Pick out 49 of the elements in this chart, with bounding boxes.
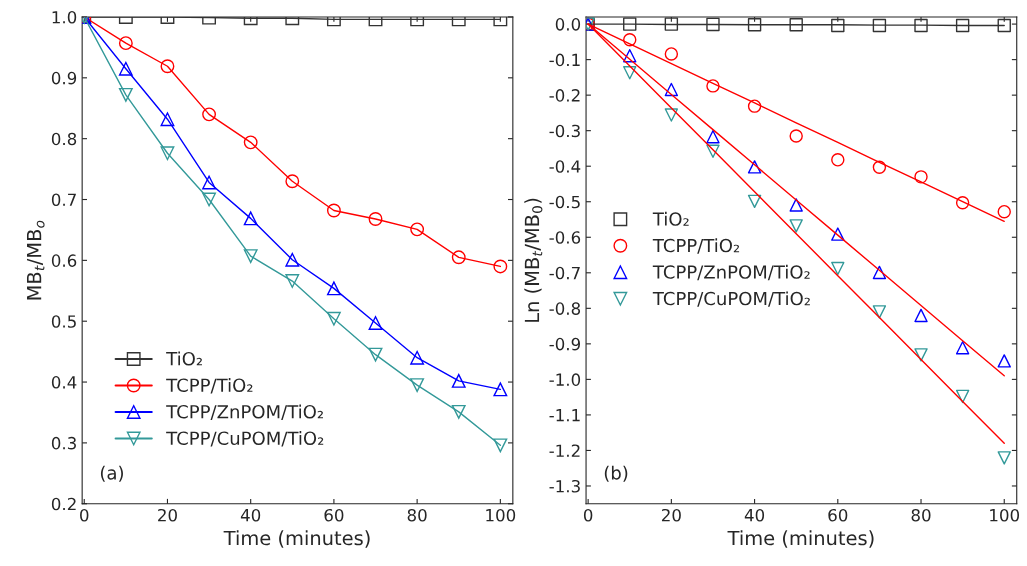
y-tick-label: -1.1	[549, 409, 580, 422]
y-tick-label: -1.3	[549, 479, 580, 493]
y-tick-label: 0.6	[51, 254, 77, 267]
x-tick-label: 0	[583, 508, 593, 522]
annotation: (b)	[604, 465, 628, 482]
y-tick-label: -1.2	[549, 444, 580, 457]
y-tick-label: -0.7	[549, 266, 580, 280]
y-tick-label: 0.7	[51, 193, 76, 207]
legend-label: TCPP/ZnPOM/TiO₂	[166, 404, 323, 420]
y-tick-label: 0.2	[51, 497, 76, 511]
y-tick-label: 1.0	[52, 10, 77, 24]
y-tick-label: -1.0	[549, 373, 581, 386]
y-tick-label: 0.4	[51, 376, 77, 389]
x-tick-label: 0	[80, 508, 89, 522]
x-tick-label: 20	[158, 508, 177, 522]
legend-label: TiO₂	[166, 351, 202, 366]
x-tick-label: 60	[828, 508, 848, 522]
y-tick-label: -0.3	[549, 124, 580, 138]
y-tick-label: -0.2	[549, 89, 580, 102]
x-axis-title: Time (minutes)	[223, 530, 370, 548]
y-tick-label: -0.9	[549, 337, 581, 351]
x-tick-label: 40	[240, 508, 261, 522]
x-tick-label: 60	[324, 508, 344, 522]
y-tick-label: -0.6	[549, 231, 581, 244]
legend-label: TCPP/TiO₂	[166, 378, 253, 394]
x-tick-label: 100	[486, 508, 516, 522]
y-tick-label: 0.0	[555, 18, 581, 31]
y-tick-label: 0.8	[51, 132, 77, 146]
annotation: (a)	[100, 465, 123, 482]
x-tick-label: 20	[661, 508, 681, 522]
y-axis-title: Ln (MB$_{t}$/MB$_{0}$)	[524, 198, 543, 322]
y-tick-label: -0.8	[549, 302, 581, 315]
legend-label: TCPP/ZnPOM/TiO₂	[652, 264, 810, 281]
x-tick-label: 100	[990, 508, 1020, 522]
legend-label: TCPP/CuPOM/TiO₂	[166, 431, 324, 447]
y-tick-label: -0.4	[549, 160, 581, 173]
legend-label: TiO₂	[652, 211, 689, 226]
x-tick-label: 40	[744, 508, 765, 522]
y-tick-label: 0.3	[51, 436, 76, 450]
y-tick-label: -0.1	[549, 53, 580, 67]
x-tick-label: 80	[407, 508, 427, 522]
y-tick-label: 0.5	[51, 315, 76, 328]
legend-label: TCPP/TiO₂	[652, 238, 740, 254]
legend-label: TCPP/CuPOM/TiO₂	[652, 291, 810, 307]
y-tick-label: 0.9	[51, 71, 77, 85]
y-axis-title: MB$_{t}$/MB$_{o}$	[27, 220, 45, 300]
y-tick-label: -0.5	[549, 195, 580, 209]
x-axis-title: Time (minutes)	[727, 530, 874, 548]
x-tick-label: 80	[911, 508, 931, 522]
